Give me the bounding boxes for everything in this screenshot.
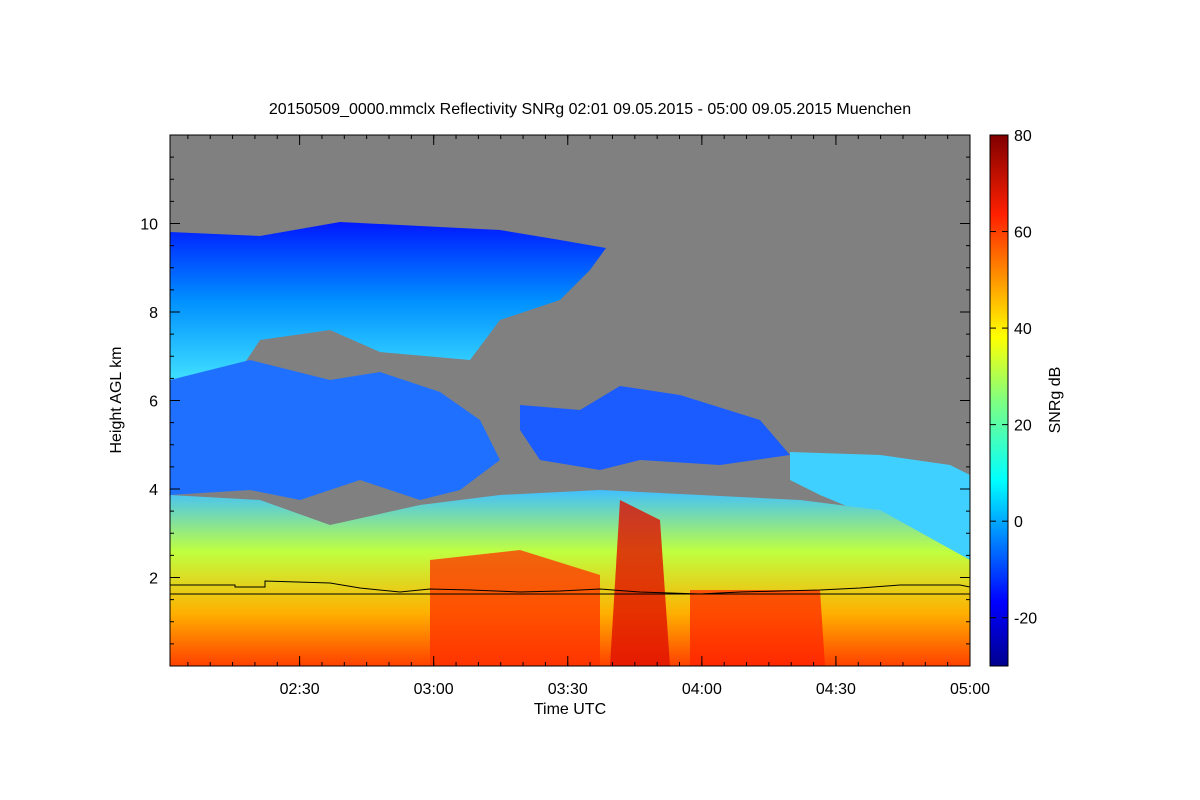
boundary-line-step	[170, 580, 970, 595]
y-tick-label: 6	[149, 394, 158, 411]
plot-area	[170, 135, 970, 666]
colorbar-gradient	[989, 134, 1009, 667]
colorbar-tick-label: -20	[1014, 611, 1037, 628]
y-tick-label: 8	[149, 305, 158, 322]
y-tick-label: 4	[149, 482, 158, 499]
x-tick-label: 04:30	[816, 681, 856, 698]
intense-core-left	[430, 550, 600, 666]
colorbar-tick-label: 40	[1014, 321, 1032, 338]
colorbar: -20 0 20 40 60 80 SNRg dB	[989, 128, 1064, 667]
intense-core-center	[610, 500, 670, 666]
x-tick-label: 03:30	[548, 681, 588, 698]
colorbar-tick-label: 60	[1014, 225, 1032, 242]
upper-cloud-region	[170, 222, 606, 380]
y-tick-label: 2	[149, 571, 158, 588]
chart-title: 20150509_0000.mmclx Reflectivity SNRg 02…	[269, 101, 911, 118]
y-axis-label: Height AGL km	[108, 346, 125, 453]
x-tick-label: 02:30	[280, 681, 320, 698]
x-tick-label: 03:00	[414, 681, 454, 698]
intense-core-right	[690, 590, 825, 666]
colorbar-label: SNRg dB	[1047, 367, 1064, 434]
x-axis: 02:30 03:00 03:30 04:00 04:30 05:00	[187, 135, 990, 698]
colorbar-tick-label: 80	[1014, 128, 1032, 145]
mid-cloud-center	[520, 386, 790, 470]
colorbar-ticks: -20 0 20 40 60 80	[990, 128, 1037, 628]
y-tick-label: 10	[140, 217, 158, 234]
colorbar-tick-label: 20	[1014, 418, 1032, 435]
mid-cloud-right	[790, 452, 970, 560]
mid-cloud-left	[170, 360, 500, 500]
colorbar-tick-label: 0	[1014, 514, 1023, 531]
x-axis-label: Time UTC	[534, 701, 606, 718]
x-tick-label: 04:00	[682, 681, 722, 698]
x-tick-label: 05:00	[950, 681, 990, 698]
y-axis: 2 4 6 8 10	[140, 156, 970, 645]
